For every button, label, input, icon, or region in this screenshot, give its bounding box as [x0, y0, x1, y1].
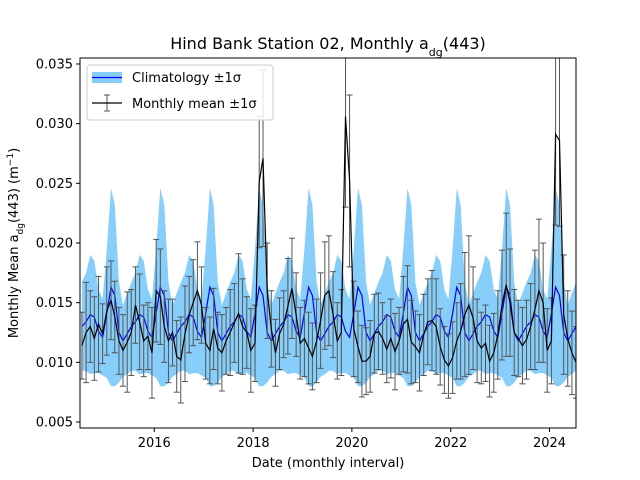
- x-tick-label: 2016: [138, 436, 171, 451]
- y-tick-label: 0.010: [36, 356, 73, 371]
- chart-title-subscript: dg: [429, 46, 443, 59]
- y-tick-label: 0.025: [36, 177, 73, 192]
- monthly-mean-line: [81, 116, 576, 368]
- x-tick-label: 2024: [533, 436, 566, 451]
- legend-monthly-label: Monthly mean ±1σ: [132, 97, 257, 112]
- x-tick-label: 2022: [434, 436, 467, 451]
- y-tick-label: 0.005: [36, 416, 73, 431]
- y-tick-label: 0.030: [36, 117, 73, 132]
- x-axis-title: Date (monthly interval): [252, 456, 405, 471]
- y-axis-title-superscript: −1: [6, 153, 16, 166]
- climatology-line: [81, 285, 576, 343]
- legend-climatology-label: Climatology ±1σ: [132, 71, 241, 86]
- chart-title: Hind Bank Station 02, Monthly adg(443): [170, 34, 486, 59]
- y-tick-label: 0.035: [36, 57, 73, 72]
- y-axis-title: Monthly Mean adg(443) (m−1): [6, 148, 26, 338]
- x-tick-label: 2020: [335, 436, 368, 451]
- legend-frame: [86, 64, 274, 121]
- y-axis: 0.005 0.010 0.015 0.020 0.025 0.030 0.035: [36, 57, 80, 431]
- legend: Climatology ±1σ Monthly mean ±1σ: [86, 64, 274, 121]
- y-axis-title-subscript: dg: [16, 223, 26, 234]
- x-axis: 2016 2018 2020 2022 2024: [138, 428, 566, 451]
- monthly-line-layer: [81, 116, 576, 368]
- y-tick-label: 0.015: [36, 296, 73, 311]
- x-tick-label: 2018: [237, 436, 270, 451]
- climatology-line-layer: [81, 285, 576, 343]
- y-tick-label: 0.020: [36, 237, 73, 252]
